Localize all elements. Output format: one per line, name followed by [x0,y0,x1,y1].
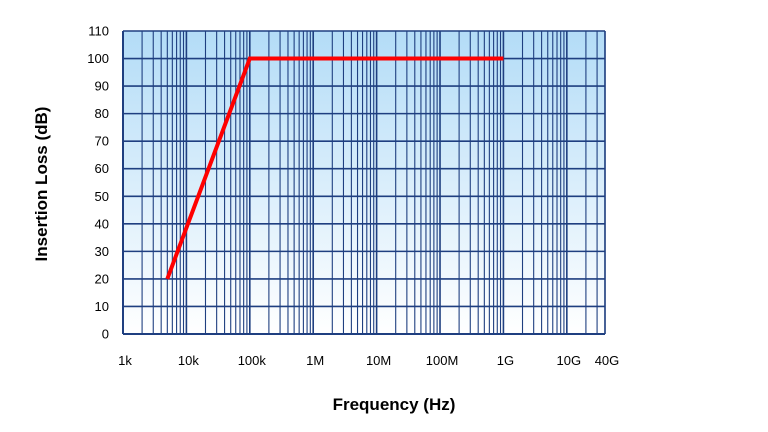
y-tick-label: 100 [87,51,109,66]
y-tick-label: 30 [95,244,109,259]
y-tick-label: 90 [95,79,109,94]
x-tick-label: 10G [557,353,582,368]
series-group [165,56,504,280]
y-axis-title: Insertion Loss (dB) [32,107,51,262]
insertion-loss-line [165,56,504,280]
x-tick-label: 40G [595,353,620,368]
y-tick-label: 20 [95,271,109,286]
x-tick-label: 1G [497,353,514,368]
x-tick-label: 10k [178,353,199,368]
y-tick-label: 0 [102,327,109,342]
x-tick-label: 1k [118,353,132,368]
grid [122,30,606,335]
y-tick-label: 40 [95,216,109,231]
x-tick-label: 100k [238,353,267,368]
x-tick-label: 1M [306,353,324,368]
y-tick-label: 70 [95,134,109,149]
x-axis-title: Frequency (Hz) [333,395,456,414]
x-tick-labels: 1k 10k 100k 1M 10M 100M 1G 10G 40G [118,353,619,368]
x-tick-label: 100M [426,353,459,368]
y-tick-label: 60 [95,161,109,176]
x-tick-label: 10M [366,353,391,368]
y-tick-label: 110 [88,24,109,39]
y-tick-labels: 0 10 20 30 40 50 60 70 80 90 100 110 [87,24,109,342]
y-tick-label: 80 [95,106,109,121]
y-tick-label: 10 [95,299,109,314]
y-tick-label: 50 [95,189,109,204]
plot-area [123,31,605,334]
